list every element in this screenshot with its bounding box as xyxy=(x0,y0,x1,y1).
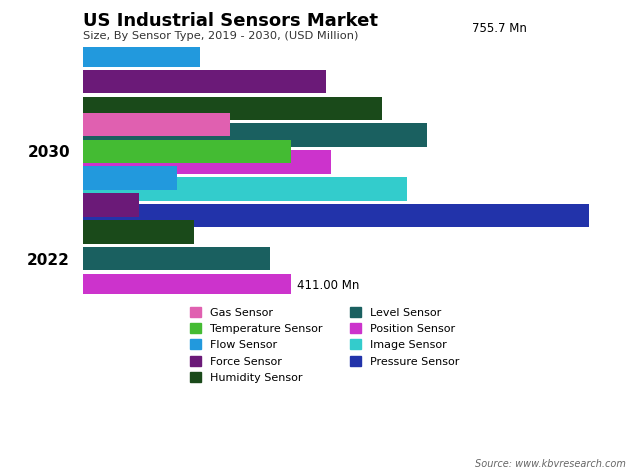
Bar xyxy=(83,16,466,40)
Bar xyxy=(83,177,407,201)
Bar xyxy=(83,97,382,120)
Bar xyxy=(83,124,427,147)
Text: Source: www.kbvresearch.com: Source: www.kbvresearch.com xyxy=(475,459,626,469)
Bar xyxy=(83,327,357,351)
Bar xyxy=(83,43,199,67)
Text: 755.7 Mn: 755.7 Mn xyxy=(472,22,527,35)
Text: 411.00 Mn: 411.00 Mn xyxy=(297,279,360,292)
Bar xyxy=(83,247,270,270)
Bar xyxy=(83,273,291,297)
Bar xyxy=(83,193,139,217)
Bar xyxy=(83,113,230,137)
Bar xyxy=(83,0,351,13)
Bar xyxy=(83,166,177,190)
Bar xyxy=(83,70,326,93)
Text: US Industrial Sensors Market: US Industrial Sensors Market xyxy=(83,12,378,30)
Legend: Gas Sensor, Temperature Sensor, Flow Sensor, Force Sensor, Humidity Sensor, Leve: Gas Sensor, Temperature Sensor, Flow Sen… xyxy=(190,307,459,383)
Bar xyxy=(83,150,331,174)
Bar xyxy=(83,139,291,163)
Bar xyxy=(83,301,255,324)
Text: Size, By Sensor Type, 2019 - 2030, (USD Million): Size, By Sensor Type, 2019 - 2030, (USD … xyxy=(83,31,358,41)
Bar xyxy=(83,204,589,228)
Bar xyxy=(83,220,194,244)
